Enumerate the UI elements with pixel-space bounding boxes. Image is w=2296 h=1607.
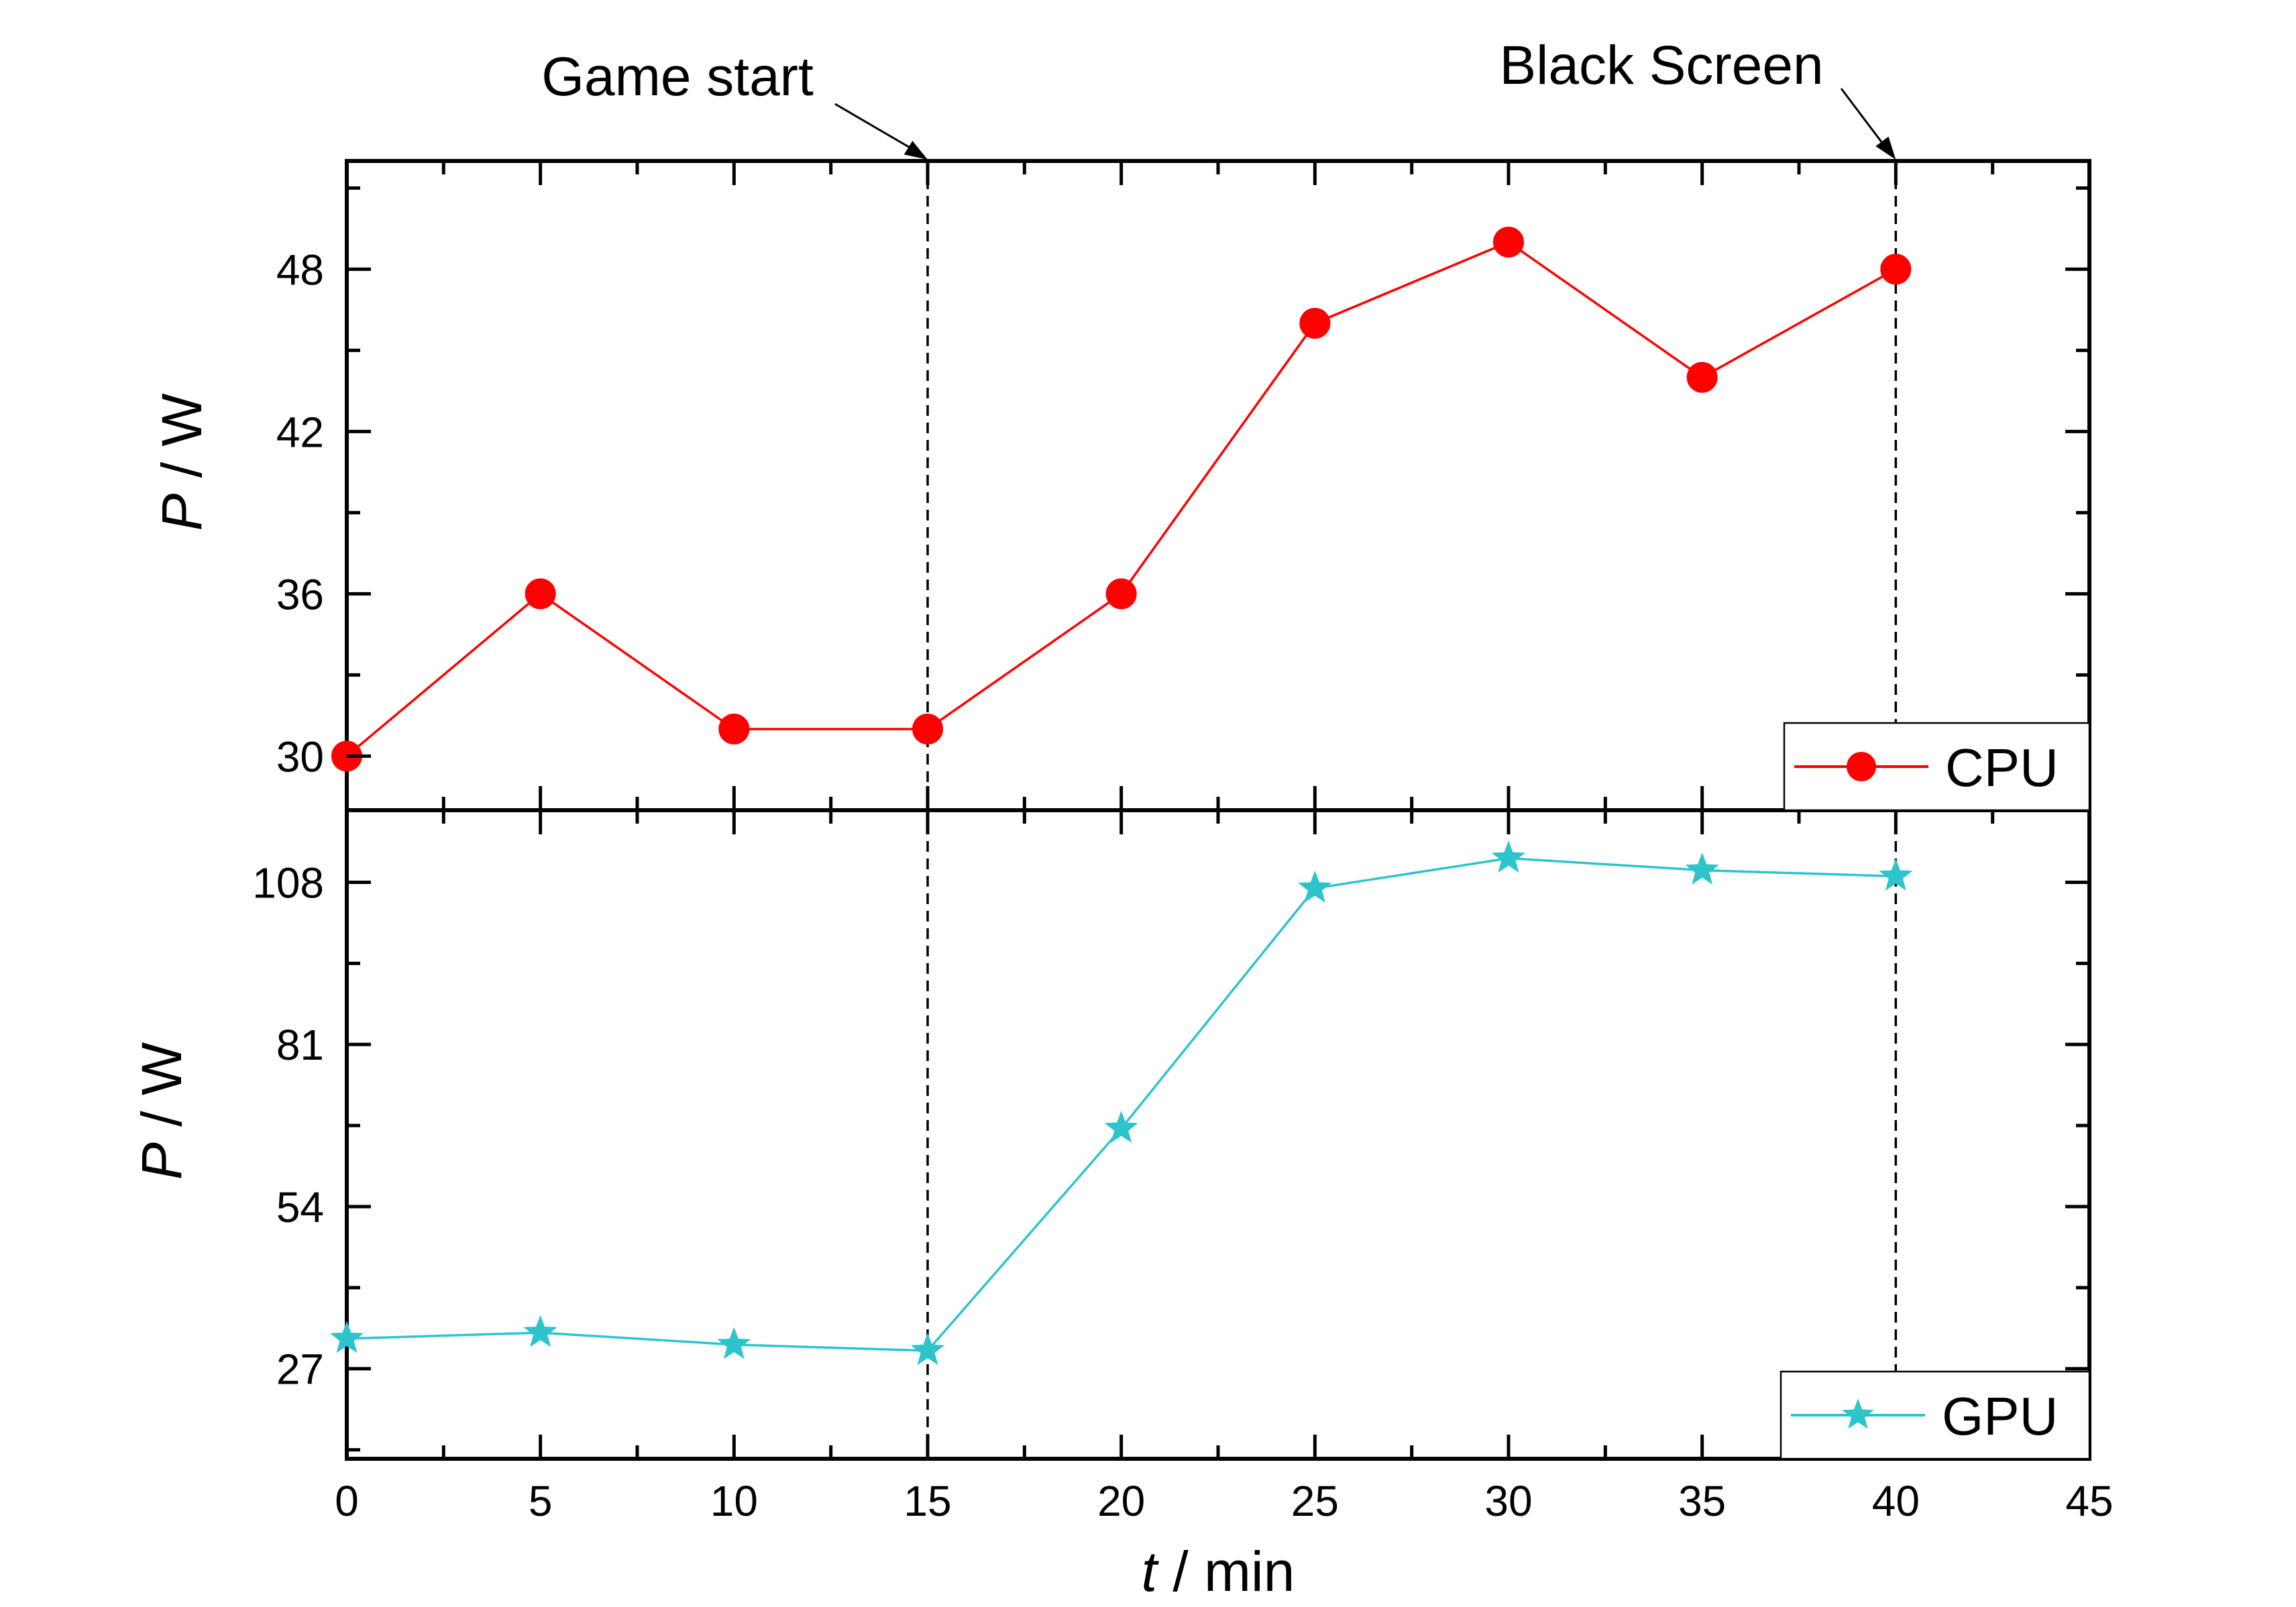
legend-marker bbox=[1842, 1398, 1874, 1429]
data-point-gpu bbox=[910, 1333, 945, 1366]
legend-label: CPU bbox=[1945, 738, 2059, 797]
x-tick-label: 45 bbox=[2065, 1477, 2113, 1525]
top-y-tick-label: 30 bbox=[276, 732, 324, 781]
x-tick-label: 40 bbox=[1872, 1477, 1920, 1525]
data-point-gpu bbox=[1491, 840, 1526, 873]
data-point-gpu bbox=[1685, 852, 1719, 885]
series-line-cpu bbox=[345, 241, 1897, 757]
top-y-tick-label: 42 bbox=[276, 408, 324, 456]
annotation-label: Black Screen bbox=[1499, 35, 1823, 96]
data-point-gpu bbox=[329, 1321, 364, 1353]
bottom-y-axis-title: P / W bbox=[130, 1042, 193, 1180]
top-y-tick-label: 48 bbox=[276, 245, 324, 294]
ticks: 30 36 42 48 27 54 81 108 0 5 10 15 20 25 30 35 40 45 bbox=[252, 161, 2114, 1525]
x-tick-label: 15 bbox=[904, 1477, 951, 1525]
annotations: Game start Black Screen bbox=[541, 35, 1898, 1459]
top-y-axis-unit: / W bbox=[150, 393, 213, 493]
top-y-tick-label: 36 bbox=[276, 570, 324, 618]
bottom-y-tick-label: 27 bbox=[276, 1345, 324, 1394]
axis-labels: P / WP / Wt / min bbox=[130, 393, 1295, 1603]
x-axis-var: t bbox=[1142, 1540, 1160, 1603]
annotation-arrow-head bbox=[904, 140, 928, 160]
legend-label: GPU bbox=[1942, 1386, 2058, 1446]
annotation-arrow-head bbox=[1875, 136, 1896, 160]
data-point-gpu bbox=[1879, 858, 1913, 891]
x-tick-label: 0 bbox=[335, 1477, 359, 1525]
x-axis-title: t / min bbox=[1142, 1540, 1295, 1603]
legend-marker bbox=[1847, 752, 1876, 781]
x-tick-label: 10 bbox=[710, 1477, 758, 1525]
data-point-cpu bbox=[1880, 254, 1912, 285]
bottom-y-tick-label: 54 bbox=[276, 1183, 324, 1231]
data-point-cpu bbox=[1686, 362, 1718, 393]
data-point-cpu bbox=[718, 714, 750, 744]
bottom-y-axis-unit: / W bbox=[130, 1042, 193, 1142]
data-point-gpu bbox=[523, 1315, 557, 1347]
data-point-cpu bbox=[525, 578, 556, 610]
legend-gpu: GPU bbox=[1780, 1370, 2091, 1460]
bottom-plot-frame bbox=[345, 808, 2091, 1461]
x-tick-label: 25 bbox=[1291, 1477, 1339, 1525]
x-tick-label: 35 bbox=[1678, 1477, 1726, 1525]
legends: CPU GPU bbox=[1780, 722, 2091, 1460]
data-point-cpu bbox=[1493, 227, 1524, 258]
data-point-gpu bbox=[717, 1327, 751, 1360]
x-tick-label: 5 bbox=[529, 1477, 553, 1525]
bottom-y-axis-var: P bbox=[130, 1142, 193, 1180]
x-axis-unit: / min bbox=[1157, 1540, 1295, 1603]
data-point-cpu bbox=[1105, 578, 1137, 610]
bottom-y-tick-label: 108 bbox=[252, 858, 324, 907]
series bbox=[329, 227, 1913, 1366]
top-y-axis-title: P / W bbox=[150, 393, 213, 531]
top-plot-frame bbox=[345, 159, 2091, 812]
data-point-gpu bbox=[1298, 870, 1332, 903]
data-point-cpu bbox=[912, 714, 943, 744]
data-point-gpu bbox=[1104, 1111, 1138, 1143]
annotation-label: Game start bbox=[541, 46, 814, 107]
series-line-gpu bbox=[346, 856, 1896, 1352]
data-point-cpu bbox=[1299, 308, 1331, 339]
legend-cpu: CPU bbox=[1783, 722, 2091, 812]
x-tick-label: 20 bbox=[1097, 1477, 1145, 1525]
bottom-y-tick-label: 81 bbox=[276, 1021, 324, 1069]
top-y-axis-var: P bbox=[150, 494, 213, 531]
x-tick-label: 30 bbox=[1484, 1477, 1532, 1525]
